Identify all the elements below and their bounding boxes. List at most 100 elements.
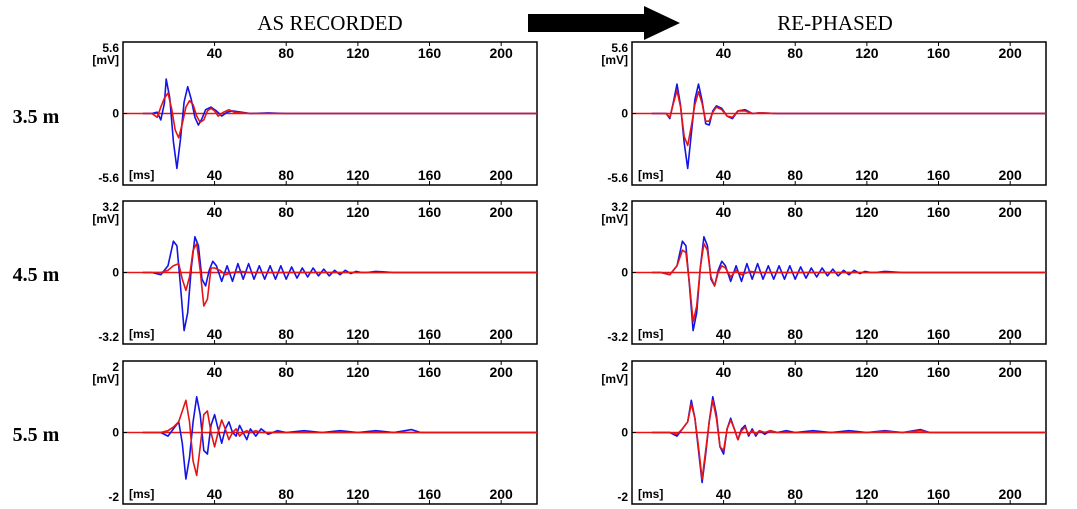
y-tick-label: 0 [621,426,628,440]
y-tick-label: -5.6 [607,171,628,185]
x-unit-label: [ms] [129,327,154,341]
y-tick-label: -3.2 [607,330,628,344]
x-tick-label-bottom: 200 [489,486,513,502]
series-line-red [142,399,536,477]
x-tick-label-bottom: 200 [998,167,1022,183]
series-line-blue [142,78,536,170]
x-tick-label-bottom: 80 [278,167,294,183]
x-tick-label-top: 80 [787,204,803,220]
series-line-blue [651,83,1045,170]
x-tick-label-top: 40 [716,45,732,61]
x-tick-label-top: 40 [207,45,223,61]
chart-panel-re-phased-5.5m: 2 0 -2 [mV] 40 40 80 80 120 120 160 160 200 200 [ms] [601,360,1047,505]
y-tick-label: -5.6 [98,171,119,185]
x-tick-label-bottom: 160 [418,167,442,183]
x-tick-label-top: 200 [998,45,1022,61]
x-unit-label: [ms] [638,168,663,182]
y-unit-label: [mV] [92,212,119,226]
row-label-5.5m: 5.5 m [12,424,60,446]
y-tick-label: 0 [621,107,628,121]
x-tick-label-top: 40 [716,364,732,380]
row-label-3.5m: 3.5 m [12,106,60,128]
x-tick-label-bottom: 120 [855,167,879,183]
x-unit-label: [ms] [638,487,663,501]
x-tick-label-bottom: 160 [927,486,951,502]
x-tick-label-top: 160 [927,45,951,61]
x-tick-label-top: 200 [998,204,1022,220]
x-tick-label-top: 160 [927,364,951,380]
y-tick-label: 0 [621,266,628,280]
y-tick-label: 2 [621,360,628,374]
x-unit-label: [ms] [129,487,154,501]
x-tick-label-bottom: 40 [207,167,223,183]
x-tick-label-top: 120 [855,45,879,61]
series-line-red [651,242,1045,323]
series-line-red [142,92,536,139]
y-unit-label: [mV] [601,372,628,386]
x-tick-label-top: 120 [346,204,370,220]
x-tick-label-bottom: 120 [346,486,370,502]
right-arrow-icon [528,6,680,40]
x-tick-label-bottom: 40 [207,326,223,342]
x-tick-label-top: 200 [489,45,513,61]
x-tick-label-top: 160 [418,45,442,61]
y-tick-label: 0 [112,107,119,121]
title-as-recorded: AS RECORDED [257,11,403,35]
x-tick-label-bottom: 40 [716,167,732,183]
series-line-red [651,399,1045,480]
x-tick-label-top: 120 [346,364,370,380]
y-tick-label: 3.2 [611,200,628,214]
y-unit-label: [mV] [601,212,628,226]
y-tick-label: -2 [617,490,628,504]
y-unit-label: [mV] [601,53,628,67]
chart-panel-as-recorded-4.5m: 3.2 0 -3.2 [mV] 40 40 80 80 120 120 160 160 200 200 [m… [92,200,538,345]
x-tick-label-bottom: 80 [787,326,803,342]
y-tick-label: 0 [112,426,119,440]
x-tick-label-top: 80 [278,204,294,220]
x-tick-label-bottom: 120 [346,326,370,342]
x-tick-label-bottom: 120 [855,326,879,342]
y-tick-label: 3.2 [102,200,119,214]
x-tick-label-top: 160 [927,204,951,220]
x-tick-label-bottom: 120 [346,167,370,183]
x-tick-label-top: 40 [207,364,223,380]
x-tick-label-top: 160 [418,204,442,220]
x-tick-label-top: 120 [855,364,879,380]
x-tick-label-bottom: 200 [998,486,1022,502]
x-tick-label-bottom: 160 [418,326,442,342]
x-tick-label-bottom: 200 [489,167,513,183]
x-tick-label-bottom: 120 [855,486,879,502]
y-unit-label: [mV] [92,53,119,67]
x-tick-label-bottom: 160 [927,167,951,183]
x-tick-label-top: 200 [998,364,1022,380]
x-tick-label-top: 200 [489,364,513,380]
x-tick-label-bottom: 40 [207,486,223,502]
y-tick-label: 5.6 [611,41,628,55]
x-tick-label-top: 80 [787,364,803,380]
x-tick-label-bottom: 200 [998,326,1022,342]
x-tick-label-bottom: 80 [278,326,294,342]
series-line-blue [651,236,1045,332]
title-re-phased: RE-PHASED [777,11,893,35]
x-tick-label-bottom: 80 [787,486,803,502]
x-tick-label-bottom: 40 [716,326,732,342]
x-tick-label-top: 160 [418,364,442,380]
y-tick-label: 5.6 [102,41,119,55]
series-line-blue [142,396,536,480]
x-tick-label-top: 120 [855,204,879,220]
x-unit-label: [ms] [638,327,663,341]
chart-panel-as-recorded-5.5m: 2 0 -2 [mV] 40 40 80 80 120 120 160 160 200 200 [ms] [92,360,538,505]
series-line-red [651,89,1045,147]
x-tick-label-top: 80 [787,45,803,61]
x-tick-label-top: 120 [346,45,370,61]
x-unit-label: [ms] [129,168,154,182]
x-tick-label-top: 80 [278,364,294,380]
y-tick-label: -2 [108,490,119,504]
x-tick-label-bottom: 80 [278,486,294,502]
x-tick-label-bottom: 200 [489,326,513,342]
chart-panel-re-phased-3.5m: 5.6 0 -5.6 [mV] 40 40 80 80 120 120 160 160 200 200 [m… [601,41,1047,186]
row-label-4.5m: 4.5 m [12,264,60,286]
chart-panel-re-phased-4.5m: 3.2 0 -3.2 [mV] 40 40 80 80 120 120 160 160 200 200 [m… [601,200,1047,345]
y-tick-label: 0 [112,266,119,280]
